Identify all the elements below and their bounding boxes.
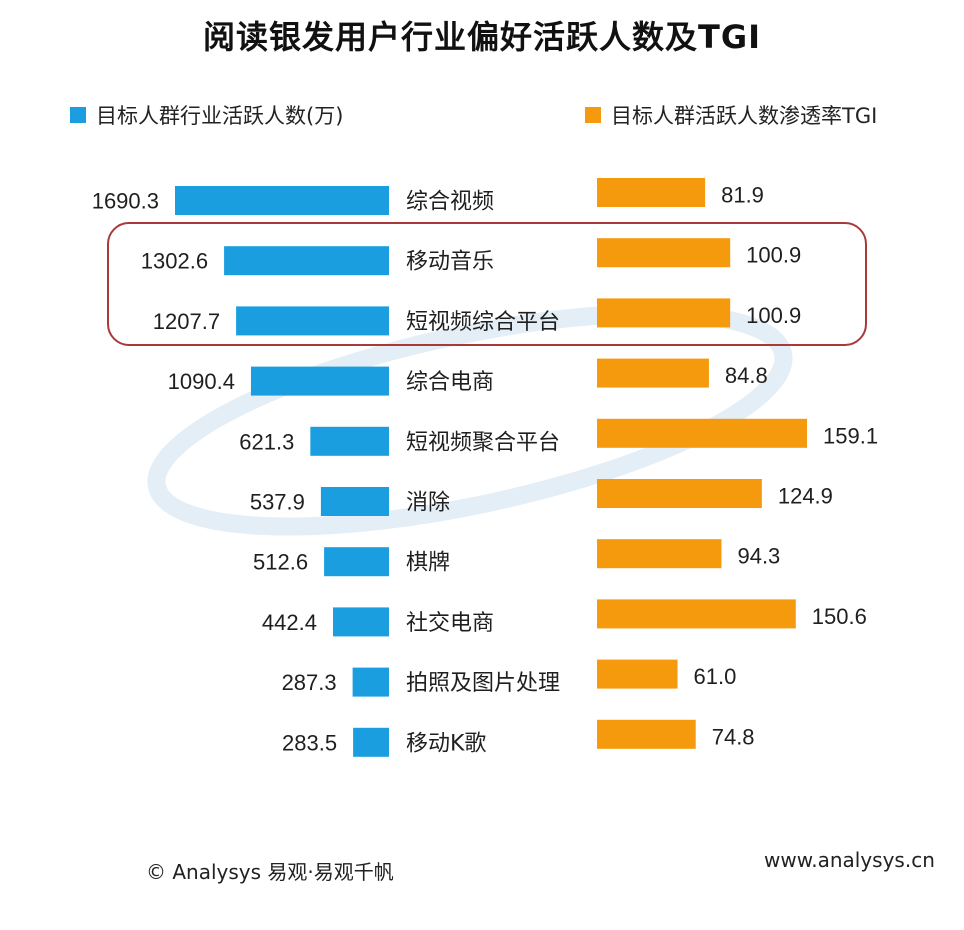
users-value-label: 1690.3 (92, 189, 159, 214)
users-bar (224, 246, 389, 276)
users-bar (175, 186, 389, 215)
website-url: www.analysys.cn (764, 848, 935, 872)
tgi-bar (597, 599, 796, 629)
users-value-label: 512.6 (253, 550, 308, 575)
users-bar (332, 607, 389, 637)
tgi-value-label: 124.9 (778, 484, 833, 509)
category-label: 棋牌 (406, 551, 450, 576)
tgi-value-label: 84.8 (725, 363, 768, 388)
legend-users-label: 目标人群行业活跃人数(万) (96, 104, 344, 128)
tgi-value-label: 74.8 (712, 724, 755, 749)
category-label: 综合视频 (406, 190, 494, 215)
highlight-box (107, 222, 867, 346)
tgi-value-label: 81.9 (721, 183, 764, 208)
users-bar (236, 306, 389, 336)
category-label: 社交电商 (406, 611, 494, 636)
tgi-bar (597, 238, 731, 268)
tgi-value-label: 100.9 (746, 243, 801, 268)
category-label: 拍照及图片处理 (406, 671, 560, 696)
users-bar (310, 426, 389, 456)
tgi-value-label: 150.6 (812, 604, 867, 629)
users-value-label: 537.9 (250, 490, 305, 515)
tgi-bar (597, 178, 706, 207)
tgi-value-label: 100.9 (746, 303, 801, 328)
tgi-value-label: 94.3 (737, 544, 780, 569)
tgi-bar (597, 659, 678, 689)
tgi-bar (597, 298, 731, 328)
users-value-label: 442.4 (262, 610, 317, 635)
users-value-label: 621.3 (239, 429, 294, 454)
category-label: 消除 (406, 491, 450, 516)
users-value-label: 1207.7 (153, 309, 220, 334)
chart-title: 阅读银发用户行业偏好活跃人数及TGI (202, 18, 761, 56)
category-label: 短视频综合平台 (406, 310, 560, 335)
tgi-bar (597, 418, 807, 448)
legend-users: 目标人群行业活跃人数(万) (70, 100, 343, 130)
users-bar (250, 366, 389, 396)
users-value-label: 287.3 (282, 670, 337, 695)
users-value-label: 1090.4 (168, 369, 235, 394)
legend-tgi-label: 目标人群活跃人数渗透率TGI (611, 104, 878, 128)
tgi-bar (597, 719, 696, 749)
legend-tgi-swatch (585, 107, 601, 123)
users-bar (320, 487, 389, 516)
tgi-bar (597, 539, 722, 569)
category-label: 移动音乐 (406, 250, 494, 275)
tgi-bar (597, 358, 709, 388)
users-bar (352, 667, 389, 697)
tgi-value-label: 159.1 (823, 423, 878, 448)
tgi-bar (597, 479, 762, 508)
category-label: 短视频聚合平台 (406, 430, 560, 455)
users-value-label: 1302.6 (141, 249, 208, 274)
users-value-label: 283.5 (282, 730, 337, 755)
users-bar (324, 547, 389, 577)
legend-users-swatch (70, 107, 86, 123)
legend-tgi: 目标人群活跃人数渗透率TGI (585, 100, 877, 130)
category-label: 综合电商 (406, 370, 494, 395)
source-credit: © Analysys 易观·易观千帆 (146, 860, 394, 884)
category-label: 移动K歌 (406, 731, 486, 756)
tgi-value-label: 61.0 (694, 664, 737, 689)
users-bar (353, 727, 389, 757)
